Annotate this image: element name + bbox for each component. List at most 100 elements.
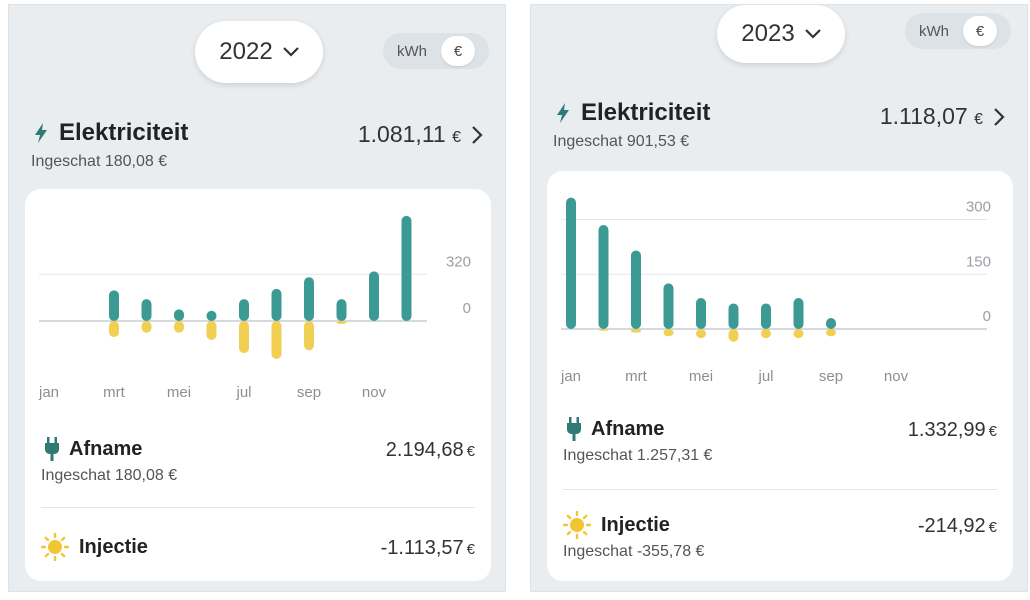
injectie-amount: -1.113,57 € xyxy=(381,537,475,560)
bar-afname-mrt[interactable] xyxy=(631,250,641,329)
bar-injectie-jun[interactable] xyxy=(206,321,217,340)
panel-2023: 2023 kWh € Elektriciteit Ingeschat 901,5… xyxy=(530,4,1028,592)
bar-injectie-mrt[interactable] xyxy=(109,321,119,338)
lightning-icon xyxy=(557,103,569,123)
bar-afname-mei[interactable] xyxy=(174,309,184,321)
injectie-amount-value: -214,92 xyxy=(917,515,986,537)
electricity-title[interactable]: Elektriciteit xyxy=(31,119,188,147)
sun-icon xyxy=(563,511,591,539)
afname-amount: 2.194,68 € xyxy=(386,439,475,462)
unit-toggle[interactable]: kWh € xyxy=(383,33,489,69)
bar-afname-dec[interactable] xyxy=(401,215,412,321)
x-axis-label: mei xyxy=(167,384,191,401)
afname-title: Afname xyxy=(69,437,143,460)
bar-injectie-okt[interactable] xyxy=(336,321,347,324)
bar-afname-nov[interactable] xyxy=(369,271,379,321)
bar-injectie-mei[interactable] xyxy=(174,321,184,333)
bar-afname-aug[interactable] xyxy=(271,288,282,321)
x-axis-label: jul xyxy=(235,384,251,401)
electricity-estimate: Ingeschat 901,53 € xyxy=(553,133,690,150)
bar-afname-okt[interactable] xyxy=(336,299,347,321)
bar-injectie-sep[interactable] xyxy=(304,321,314,351)
injectie-title: Injectie xyxy=(79,535,148,558)
bar-chart: 0 320 jan mrt mei jul sep nov xyxy=(38,215,471,401)
afname-row[interactable]: Afname xyxy=(45,437,142,461)
toggle-kwh[interactable]: kWh xyxy=(919,22,949,40)
bar-injectie-apr[interactable] xyxy=(663,329,674,337)
bar-afname-jun[interactable] xyxy=(206,310,217,321)
lightning-icon xyxy=(35,123,47,143)
currency: € xyxy=(974,111,983,128)
y-tick-label: 320 xyxy=(446,253,471,270)
bar-injectie-aug[interactable] xyxy=(271,321,282,359)
x-axis-label: jan xyxy=(560,368,581,385)
chevron-down-icon xyxy=(282,47,299,57)
y-tick-label: 0 xyxy=(983,308,991,325)
bar-injectie-aug[interactable] xyxy=(793,329,804,339)
currency: € xyxy=(988,423,997,440)
toggle-euro[interactable]: € xyxy=(441,36,475,66)
bar-injectie-mei[interactable] xyxy=(696,329,706,339)
injectie-amount-value: -1.113,57 xyxy=(380,537,464,559)
electricity-amount[interactable]: 1.118,07 € xyxy=(880,103,1005,130)
currency: € xyxy=(466,541,475,558)
bar-afname-sep[interactable] xyxy=(826,318,836,329)
electricity-title[interactable]: Elektriciteit xyxy=(553,99,710,127)
x-axis-label: mei xyxy=(689,368,713,385)
plug-icon xyxy=(567,417,581,441)
bar-afname-apr[interactable] xyxy=(663,283,674,329)
afname-amount: 1.332,99 € xyxy=(908,419,997,442)
chart-card: 0 320 jan mrt mei jul sep nov Afname Ingeschat … xyxy=(25,189,491,581)
divider xyxy=(563,489,997,490)
chevron-down-icon xyxy=(804,29,821,39)
x-axis-label: mrt xyxy=(103,384,125,401)
bar-afname-mei[interactable] xyxy=(696,297,706,329)
bar-afname-jan[interactable] xyxy=(566,197,576,329)
chevron-right-icon xyxy=(994,107,1005,126)
chart-card: 0 150 300 jan mrt mei jul sep nov Afname Ingesch… xyxy=(547,171,1013,581)
x-axis-label: nov xyxy=(884,368,909,385)
x-axis-label: jan xyxy=(38,384,59,401)
plug-icon xyxy=(45,437,59,461)
injectie-row[interactable]: Injectie xyxy=(563,511,670,539)
x-axis-label: nov xyxy=(362,384,387,401)
currency: € xyxy=(466,443,475,460)
year-selector[interactable]: 2023 xyxy=(717,5,845,63)
y-tick-label: 150 xyxy=(966,253,991,270)
bar-injectie-apr[interactable] xyxy=(141,321,152,333)
year-selector[interactable]: 2022 xyxy=(195,21,323,83)
bar-afname-jun[interactable] xyxy=(728,303,739,329)
afname-row[interactable]: Afname xyxy=(567,417,664,441)
bar-injectie-jul[interactable] xyxy=(239,321,249,354)
electricity-amount-value: 1.081,11 xyxy=(357,121,446,147)
bar-afname-jul[interactable] xyxy=(239,299,249,321)
electricity-title-text: Elektriciteit xyxy=(59,119,189,146)
injectie-title: Injectie xyxy=(601,513,670,536)
electricity-amount[interactable]: 1.081,11 € xyxy=(358,121,483,148)
bar-afname-mrt[interactable] xyxy=(109,290,119,321)
year-label: 2022 xyxy=(219,38,273,65)
afname-title: Afname xyxy=(591,417,665,440)
electricity-estimate: Ingeschat 180,08 € xyxy=(31,153,168,170)
bar-afname-feb[interactable] xyxy=(598,224,609,329)
year-label: 2023 xyxy=(741,20,795,47)
bar-afname-apr[interactable] xyxy=(141,299,152,321)
afname-amount-value: 1.332,99 xyxy=(907,419,986,441)
unit-toggle[interactable]: kWh € xyxy=(905,13,1011,49)
toggle-euro[interactable]: € xyxy=(963,16,997,46)
toggle-kwh[interactable]: kWh xyxy=(397,42,427,60)
bar-injectie-mrt[interactable] xyxy=(631,329,641,333)
afname-estimate: Ingeschat 180,08 € xyxy=(41,467,178,484)
bar-afname-sep[interactable] xyxy=(304,277,314,321)
bar-afname-jul[interactable] xyxy=(761,303,771,329)
bar-chart: 0 150 300 jan mrt mei jul sep nov xyxy=(560,197,991,385)
bar-injectie-jul[interactable] xyxy=(761,329,771,339)
injectie-row[interactable]: Injectie xyxy=(41,533,148,561)
bar-afname-aug[interactable] xyxy=(793,297,804,329)
bar-injectie-feb[interactable] xyxy=(598,329,609,331)
bar-injectie-sep[interactable] xyxy=(826,329,836,337)
bar-injectie-jun[interactable] xyxy=(728,329,739,342)
x-axis-label: jul xyxy=(757,368,773,385)
x-axis-label: sep xyxy=(819,368,843,385)
divider xyxy=(41,507,475,508)
